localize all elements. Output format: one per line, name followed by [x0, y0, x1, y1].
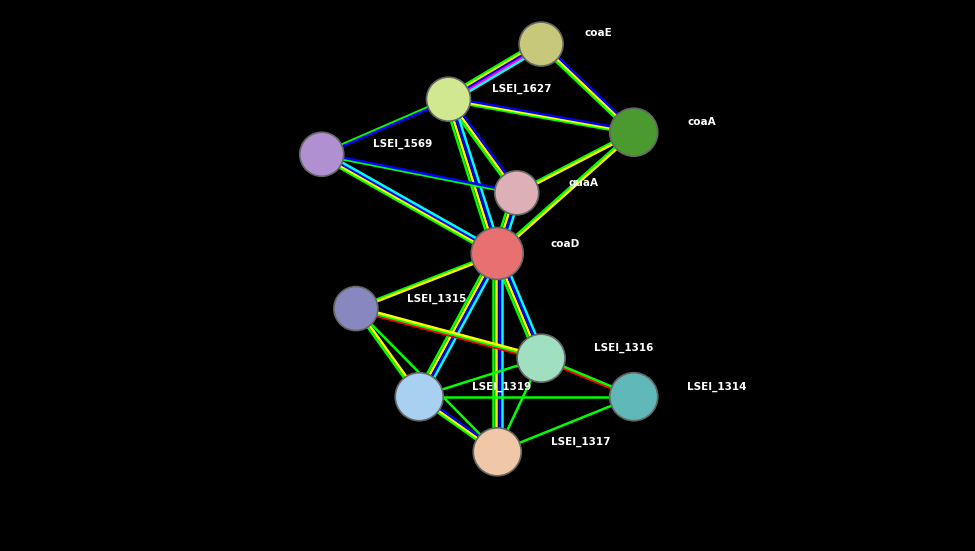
- Ellipse shape: [299, 132, 344, 176]
- Text: LSEI_1315: LSEI_1315: [408, 294, 466, 304]
- Text: coaE: coaE: [585, 28, 612, 38]
- Ellipse shape: [426, 77, 471, 121]
- Text: coaD: coaD: [551, 239, 580, 249]
- Ellipse shape: [395, 372, 444, 421]
- Ellipse shape: [517, 334, 565, 382]
- Text: guaA: guaA: [568, 178, 598, 188]
- Text: LSEI_1627: LSEI_1627: [492, 84, 552, 94]
- Text: LSEI_1317: LSEI_1317: [551, 437, 610, 447]
- Ellipse shape: [609, 372, 658, 421]
- Text: coaA: coaA: [687, 117, 716, 127]
- Ellipse shape: [519, 22, 564, 66]
- Text: LSEI_1314: LSEI_1314: [687, 382, 747, 392]
- Text: LSEI_1319: LSEI_1319: [473, 382, 531, 392]
- Ellipse shape: [494, 171, 539, 215]
- Text: LSEI_1316: LSEI_1316: [595, 343, 654, 353]
- Text: LSEI_1569: LSEI_1569: [373, 139, 432, 149]
- Ellipse shape: [333, 287, 378, 331]
- Ellipse shape: [609, 108, 658, 156]
- Ellipse shape: [471, 228, 524, 279]
- Ellipse shape: [473, 428, 522, 476]
